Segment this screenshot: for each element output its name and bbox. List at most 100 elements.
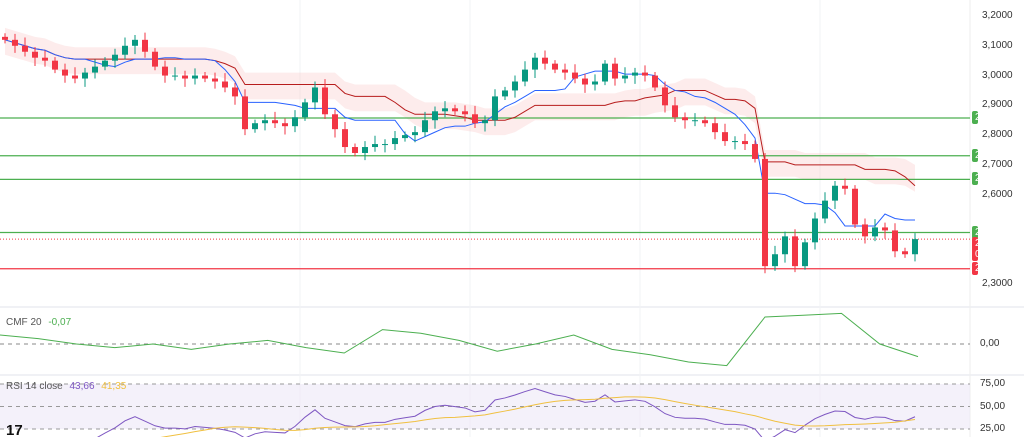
candle-body (792, 236, 798, 267)
candle-body (872, 227, 878, 237)
rsi-title: RSI 14 close (6, 381, 63, 392)
candle-body (82, 72, 88, 79)
candle-body (902, 251, 908, 255)
candle-body (842, 185, 848, 189)
price-tick: 2,9000 (982, 99, 1013, 111)
candle-body (352, 147, 358, 153)
candle-body (422, 120, 428, 133)
candle-body (372, 144, 378, 148)
candle-body (52, 60, 58, 70)
candle-body (192, 75, 198, 79)
candle-body (802, 242, 808, 267)
tradingview-logo-icon[interactable]: 17 (6, 422, 23, 437)
current-price-tag: 2,4508 02:55:43 (972, 237, 1014, 262)
candle-body (822, 200, 828, 219)
price-pane (0, 0, 970, 305)
cmf-title: CMF 20 (6, 317, 42, 328)
level-tag: 2,3512 (972, 261, 1006, 275)
candle-body (332, 114, 338, 130)
rsi-ma-value: 41,35 (101, 381, 127, 392)
candle-body (172, 75, 178, 77)
candle-body (652, 75, 658, 88)
candle-body (582, 78, 588, 85)
rsi-line (97, 388, 916, 437)
candle-body (452, 108, 458, 112)
candle-body (812, 218, 818, 243)
candle-body (672, 105, 678, 118)
candle-body (62, 69, 68, 76)
candle-body (632, 72, 638, 76)
level-tag: 2,7306 (972, 148, 1006, 162)
candle-body (412, 132, 418, 136)
candle-body (762, 158, 768, 267)
candle-body (22, 45, 28, 52)
cmf-zero-tick: 0,00 (980, 338, 1000, 349)
level-tag: 2,6513 (972, 172, 1006, 186)
candle-body (912, 239, 918, 255)
candle-body (522, 69, 528, 82)
candle-body (712, 123, 718, 133)
candle-body (742, 141, 748, 145)
rsi-legend: RSI 14 close 43,66 41,35 (6, 381, 126, 392)
candle-body (182, 75, 188, 79)
cmf-legend: CMF 20 -0,07 (6, 317, 71, 328)
candle-body (442, 108, 448, 112)
candle-body (312, 87, 318, 103)
candle-body (572, 72, 578, 79)
candle-body (132, 39, 138, 46)
rsi-tick-50: 50,00 (980, 401, 1006, 412)
candle-body (852, 188, 858, 225)
candle-body (622, 75, 628, 79)
cmf-value: -0,07 (48, 317, 72, 328)
candle-body (302, 102, 308, 118)
candle-body (142, 39, 148, 52)
candle-body (502, 90, 508, 97)
candle-body (662, 87, 668, 106)
rsi-tick-75: 75,00 (980, 378, 1006, 389)
candle-body (242, 96, 248, 130)
candle-body (232, 87, 238, 97)
candle-body (892, 230, 898, 252)
level-tag: 2,8576 (972, 110, 1006, 124)
price-tick: 2,6000 (982, 188, 1013, 200)
candle-body (102, 60, 108, 67)
candle-body (702, 120, 708, 124)
candle-body (32, 51, 38, 58)
candle-body (362, 147, 368, 153)
price-tick: 2,3000 (982, 278, 1013, 290)
candle-body (692, 120, 698, 122)
candle-body (472, 114, 478, 124)
cmf-line (0, 312, 919, 367)
rsi-value: 43,66 (69, 381, 95, 392)
price-tick: 2,7000 (982, 158, 1013, 170)
candle-body (402, 135, 408, 139)
candle-body (272, 120, 278, 124)
candle-body (162, 66, 168, 76)
candle-body (222, 81, 228, 88)
candle-body (592, 81, 598, 85)
candle-body (752, 144, 758, 159)
candle-body (602, 63, 608, 82)
candle-body (492, 96, 498, 121)
candle-body (862, 224, 868, 237)
candle-body (252, 123, 258, 130)
candle-body (552, 63, 558, 70)
level-tag: 2,4730 (972, 225, 1006, 239)
candle-body (512, 81, 518, 91)
candle-body (432, 111, 438, 121)
rsi-ma-line (160, 396, 916, 437)
price-tick: 2,8000 (982, 129, 1013, 141)
candle-body (482, 120, 488, 124)
candle-body (462, 111, 468, 115)
candle-body (732, 141, 738, 143)
candle-body (202, 75, 208, 79)
candle-body (212, 78, 218, 82)
candle-body (262, 120, 268, 124)
candle-body (392, 138, 398, 145)
price-tick: 3,1000 (982, 39, 1013, 51)
candle-body (322, 87, 328, 115)
ichimoku-cloud (5, 27, 915, 192)
price-tick: 3,2000 (982, 10, 1013, 21)
